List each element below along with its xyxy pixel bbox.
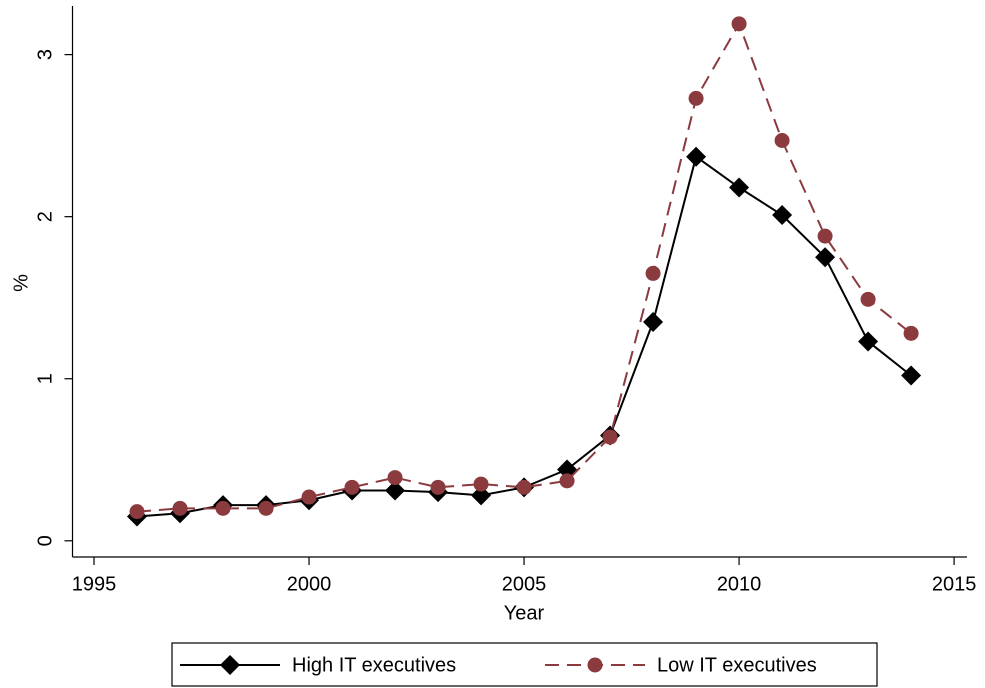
data-point xyxy=(815,247,836,268)
data-point xyxy=(559,473,575,489)
data-point xyxy=(172,500,188,516)
data-point xyxy=(774,133,790,149)
data-point xyxy=(301,489,317,505)
legend-label: Low IT executives xyxy=(657,654,817,676)
data-point xyxy=(215,500,231,516)
data-point xyxy=(686,146,707,167)
y-axis-label: % xyxy=(10,274,32,292)
y-tick-label: 3 xyxy=(34,49,56,60)
data-point xyxy=(471,485,492,506)
x-tick-label: 1995 xyxy=(72,573,117,595)
data-point xyxy=(817,228,833,244)
legend-item: Low IT executives xyxy=(545,654,817,676)
data-point xyxy=(645,265,661,281)
data-point xyxy=(688,90,704,106)
data-point xyxy=(387,470,403,486)
data-point xyxy=(860,291,876,307)
data-point xyxy=(858,331,879,352)
data-point xyxy=(903,325,919,341)
legend: High IT executives Low IT executives xyxy=(171,642,878,687)
data-point xyxy=(430,479,446,495)
legend-box xyxy=(171,642,878,687)
data-point xyxy=(643,312,664,333)
x-tick-label: 2015 xyxy=(932,573,977,595)
data-point xyxy=(516,479,532,495)
series-line xyxy=(136,155,912,518)
legend-marker xyxy=(587,657,603,673)
data-point xyxy=(129,504,145,520)
data-point xyxy=(258,500,274,516)
series-line xyxy=(136,21,912,513)
data-point xyxy=(385,480,406,501)
x-tick-label: 2005 xyxy=(502,573,547,595)
y-tick-label: 2 xyxy=(34,211,56,222)
data-point xyxy=(731,16,747,32)
legend-marker xyxy=(220,655,240,675)
legend-item: High IT executives xyxy=(180,654,456,676)
data-point xyxy=(772,205,793,226)
data-point xyxy=(344,479,360,495)
y-tick-label: 0 xyxy=(34,535,56,546)
x-axis-label: Year xyxy=(504,602,545,624)
legend-label: High IT executives xyxy=(292,654,456,676)
x-tick-label: 2000 xyxy=(287,573,332,595)
x-tick-label: 2010 xyxy=(717,573,762,595)
data-point xyxy=(602,429,618,445)
data-point xyxy=(901,365,922,386)
y-tick-label: 1 xyxy=(34,373,56,384)
data-point xyxy=(473,476,489,492)
data-point xyxy=(729,177,750,198)
